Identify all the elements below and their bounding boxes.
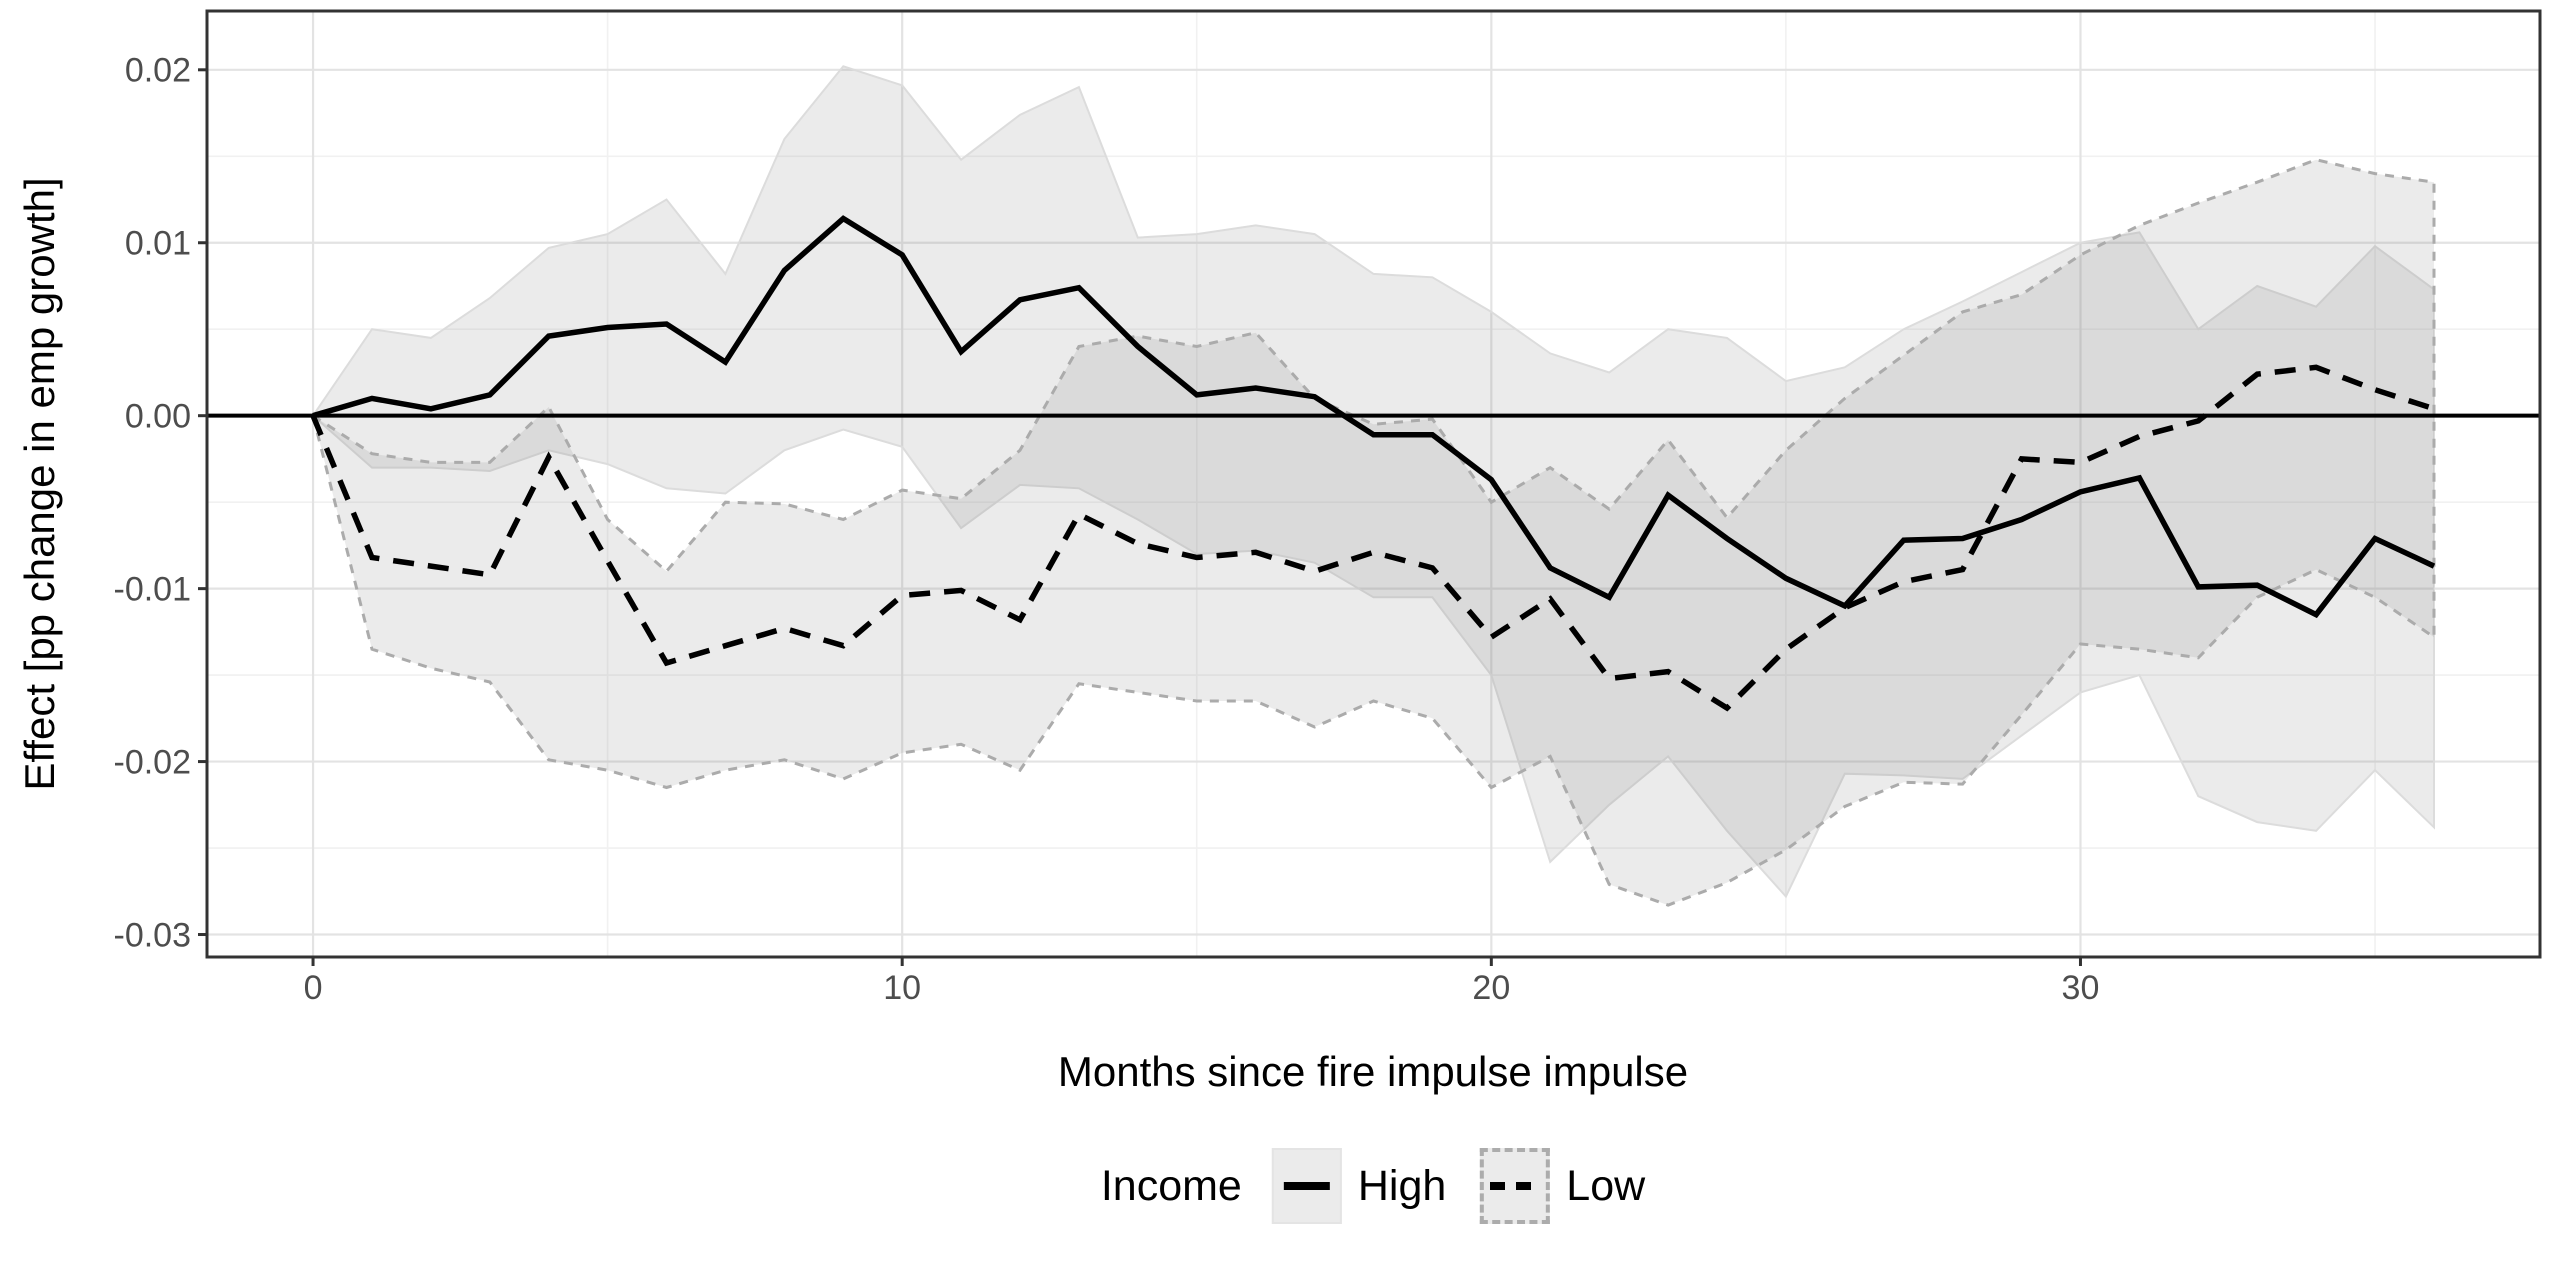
legend-item-low: Low xyxy=(1480,1148,1645,1224)
legend: Income High Low xyxy=(1101,1148,1645,1224)
x-axis: 0 10 20 30 xyxy=(304,957,2100,1007)
y-tick-label: 0.00 xyxy=(125,398,191,436)
x-tick-label: 10 xyxy=(883,969,921,1007)
x-tick-label: 0 xyxy=(304,969,323,1007)
y-tick-label: -0.01 xyxy=(114,571,192,609)
x-tick-label: 20 xyxy=(1472,969,1510,1007)
legend-label-low: Low xyxy=(1566,1161,1646,1210)
y-tick-label: 0.01 xyxy=(125,225,191,263)
confidence-ribbons xyxy=(310,65,2436,907)
line-high xyxy=(312,215,2436,619)
y-tick-label: -0.03 xyxy=(114,916,192,954)
panel-border xyxy=(205,9,2542,959)
legend-key-high-icon xyxy=(1271,1148,1342,1224)
legend-label-high: High xyxy=(1357,1161,1447,1210)
x-axis-title: Months since fire impulse impulse xyxy=(1057,1048,1689,1095)
solid-line-icon xyxy=(1283,1182,1330,1190)
y-axis: 0.02 0.01 0.00 -0.01 -0.02 -0.03 xyxy=(114,52,207,954)
series-lines xyxy=(310,215,2436,712)
line-low xyxy=(310,364,2435,712)
legend-item-high: High xyxy=(1271,1148,1447,1224)
y-tick-label: -0.02 xyxy=(114,743,192,781)
x-tick-label: 30 xyxy=(2062,969,2100,1007)
legend-title: Income xyxy=(1100,1161,1242,1210)
dashed-line-icon xyxy=(1490,1182,1541,1190)
ribbon-low xyxy=(310,158,2436,907)
y-axis-title: Effect [pp change in emp growth] xyxy=(16,177,63,791)
legend-key-low-icon xyxy=(1480,1148,1551,1224)
y-tick-label: 0.02 xyxy=(125,52,191,90)
